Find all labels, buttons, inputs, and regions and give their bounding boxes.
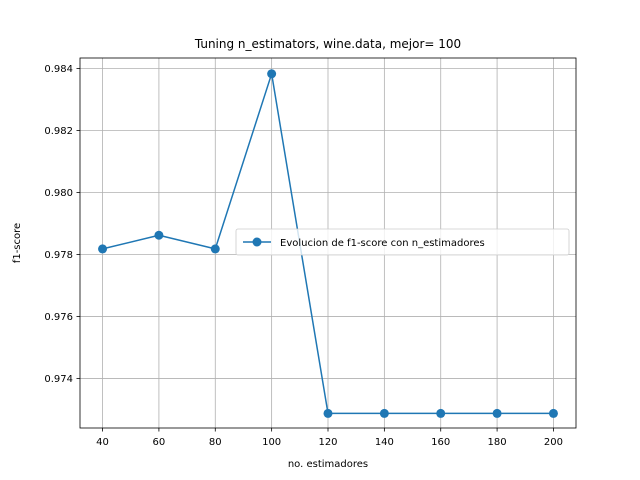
series [98, 69, 558, 418]
x-axis-label: no. estimadores [288, 459, 368, 470]
x-tick-label: 200 [544, 437, 563, 448]
legend-entry-label: Evolucion de f1-score con n_estimadores [280, 238, 485, 249]
legend-box [235, 228, 570, 256]
y-tick-label: 0.980 [44, 188, 73, 199]
data-point [436, 408, 446, 418]
y-tick-label: 0.976 [44, 312, 73, 323]
y-axis-label: f1-score [12, 223, 23, 263]
data-point [210, 244, 220, 254]
data-point [154, 230, 164, 240]
x-tick-label: 100 [262, 437, 281, 448]
x-tick-label: 140 [375, 437, 394, 448]
legend-marker-swatch [252, 237, 262, 247]
y-tick-label: 0.982 [44, 126, 73, 137]
y-tick-label: 0.978 [44, 250, 73, 261]
data-point [548, 408, 558, 418]
x-tick-label: 160 [431, 437, 450, 448]
data-point [267, 69, 277, 79]
x-tick-label: 80 [209, 437, 222, 448]
chart-title: Tuning n_estimators, wine.data, mejor= 1… [194, 37, 461, 51]
x-tick-label: 180 [488, 437, 507, 448]
legend: Evolucion de f1-score con n_estimadores [235, 228, 570, 256]
y-tick-label: 0.984 [44, 64, 73, 75]
data-point [323, 408, 333, 418]
data-point [379, 408, 389, 418]
axis-ticks: 40 60 80 100 120 140 160 180 200 0.974 0.976 0.978 0… [44, 64, 563, 448]
x-tick-label: 60 [153, 437, 166, 448]
y-tick-label: 0.974 [44, 374, 73, 385]
x-tick-label: 40 [96, 437, 109, 448]
data-point [98, 244, 108, 254]
x-tick-label: 120 [318, 437, 337, 448]
data-point [492, 408, 502, 418]
